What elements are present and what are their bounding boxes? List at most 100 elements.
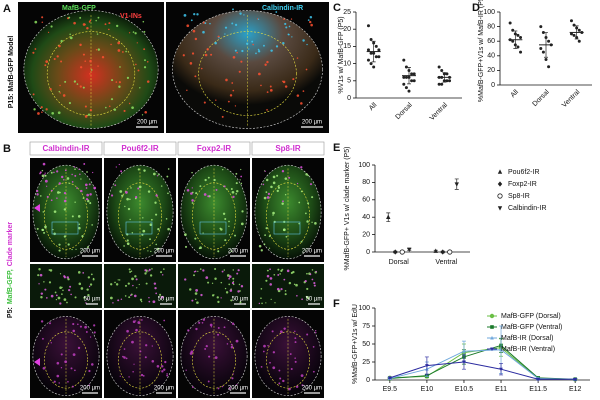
cell	[143, 169, 146, 172]
cell	[135, 278, 138, 281]
data-point	[440, 82, 444, 86]
y-tick-label: 100	[483, 9, 495, 16]
cell	[307, 202, 310, 205]
cell	[270, 185, 273, 189]
cell	[82, 272, 85, 274]
scale-bar-label: 50 µm	[232, 297, 249, 303]
cell	[284, 194, 287, 196]
data-point	[445, 79, 449, 83]
cell	[108, 105, 111, 108]
cell	[135, 196, 138, 199]
cell	[284, 290, 287, 292]
cell	[56, 197, 58, 199]
cell	[204, 53, 208, 57]
cell	[85, 331, 88, 333]
cell	[123, 348, 126, 350]
grey-matter-outline	[46, 31, 136, 116]
cell	[126, 233, 129, 236]
cell	[282, 42, 285, 45]
cell	[114, 184, 117, 187]
cell	[43, 174, 45, 176]
cell	[265, 279, 268, 282]
data-point	[372, 65, 376, 69]
cell	[74, 168, 76, 171]
cell	[119, 375, 121, 377]
cell	[187, 329, 190, 332]
cell	[193, 13, 196, 16]
cell	[147, 250, 149, 252]
cell	[109, 296, 113, 300]
channel-label: Calbindin-IR	[262, 5, 303, 12]
legend-marker	[490, 335, 494, 340]
cell	[115, 24, 119, 28]
cell	[231, 377, 234, 380]
cell	[126, 242, 130, 246]
cell	[231, 322, 235, 325]
cell	[40, 320, 44, 323]
cell	[243, 14, 245, 16]
cell	[191, 171, 193, 174]
cell	[235, 182, 238, 185]
cell	[137, 69, 140, 72]
cell	[229, 289, 233, 292]
cell	[46, 185, 48, 187]
x-tick-label: E9.5	[383, 386, 398, 393]
cell	[58, 243, 61, 246]
cell	[150, 250, 152, 253]
cell	[50, 294, 54, 298]
cell	[128, 268, 131, 271]
cell	[137, 321, 141, 324]
cell	[132, 31, 135, 33]
data-point	[519, 36, 523, 40]
marker	[447, 249, 453, 255]
cell	[56, 361, 60, 365]
cell	[139, 350, 142, 353]
cell	[87, 199, 90, 203]
cell	[123, 109, 126, 113]
column-header: Foxp2-IR	[197, 144, 231, 153]
cell	[165, 218, 168, 220]
column-header-box	[29, 141, 103, 156]
cell	[124, 284, 128, 287]
cell	[152, 300, 156, 304]
scale-bar-label: 200 µm	[302, 386, 322, 392]
x-tick-label: Ventral	[561, 88, 582, 109]
cell	[76, 323, 79, 326]
panel-label: A	[3, 3, 11, 15]
cell	[82, 197, 85, 199]
series-line	[389, 361, 576, 380]
cell	[78, 168, 80, 170]
cell	[167, 168, 170, 170]
cell	[210, 53, 213, 56]
cell	[300, 190, 303, 193]
cell	[266, 91, 269, 94]
cell	[300, 102, 303, 105]
marker	[433, 248, 438, 253]
cell	[63, 178, 65, 181]
cell	[202, 269, 205, 272]
cell	[44, 174, 47, 177]
cell	[32, 51, 35, 54]
cell	[73, 21, 76, 25]
outline	[172, 10, 323, 129]
cell	[141, 319, 143, 321]
data-point	[541, 50, 545, 54]
cell	[292, 270, 295, 274]
cell	[53, 57, 56, 61]
cell	[59, 302, 62, 305]
cell	[203, 193, 207, 196]
cell	[241, 49, 244, 53]
error-bar	[407, 67, 411, 85]
cell	[224, 239, 227, 242]
legend-label: MafB-GFP (Dorsal)	[501, 313, 561, 320]
cell	[44, 288, 47, 291]
cell	[270, 298, 272, 301]
cell	[45, 108, 48, 111]
cell	[191, 52, 195, 55]
cell	[89, 73, 91, 75]
cell	[133, 363, 135, 365]
cell	[40, 106, 43, 109]
cell	[117, 49, 121, 52]
cell	[313, 284, 316, 287]
cell	[272, 366, 276, 370]
